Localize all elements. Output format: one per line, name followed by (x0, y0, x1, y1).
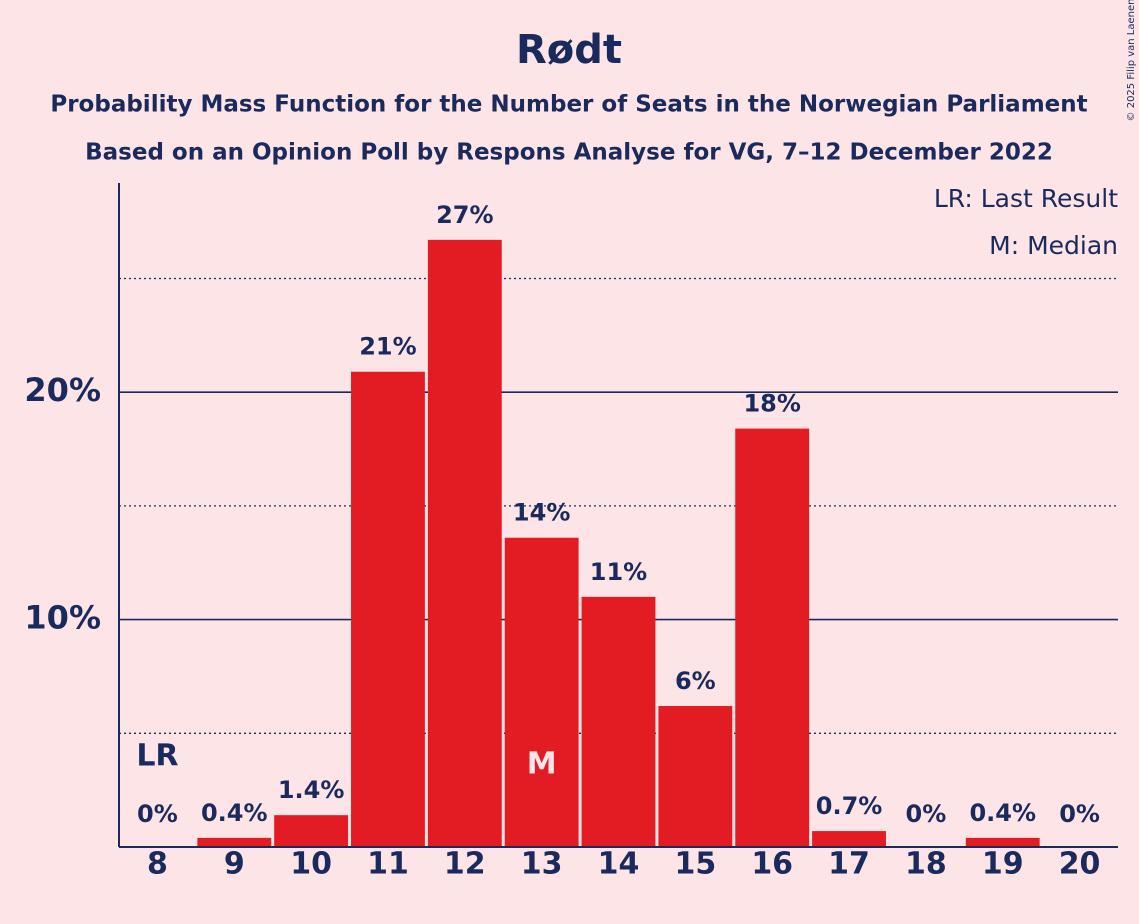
x-tick-label: 17 (828, 847, 870, 882)
bar (427, 239, 502, 848)
data-label: 0% (906, 800, 947, 828)
x-tick-label: 20 (1059, 847, 1101, 882)
data-label: 0.4% (201, 799, 268, 827)
x-tick-label: 10 (290, 847, 332, 882)
x-tick-label: 13 (521, 847, 563, 882)
bar (274, 815, 349, 847)
bar (735, 428, 810, 847)
x-tick-label: 15 (674, 847, 716, 882)
legend-entry: LR: Last Result (934, 184, 1118, 213)
data-label: 6% (675, 667, 716, 695)
bar (197, 837, 272, 847)
x-tick-label: 16 (751, 847, 793, 882)
x-tick-label: 18 (905, 847, 947, 882)
median-marker: M (527, 747, 557, 782)
bar (504, 537, 579, 847)
x-tick-label: 12 (444, 847, 486, 882)
data-label: 0.7% (816, 792, 883, 820)
bar (351, 371, 425, 847)
data-label: 18% (743, 390, 800, 418)
legend-entry: M: Median (989, 231, 1118, 260)
y-tick-label: 20% (24, 371, 101, 409)
chart-subtitle: Probability Mass Function for the Number… (50, 92, 1087, 118)
x-tick-label: 14 (598, 847, 640, 882)
chart-subtitle: Based on an Opinion Poll by Respons Anal… (85, 140, 1053, 166)
data-label: 21% (359, 333, 416, 361)
bar (658, 706, 733, 847)
data-label: 0% (1059, 800, 1100, 828)
data-label: 11% (590, 558, 647, 586)
x-tick-label: 9 (224, 847, 245, 882)
data-label: 0% (137, 800, 178, 828)
data-label: 14% (513, 499, 570, 527)
bar (965, 837, 1040, 847)
x-tick-label: 19 (982, 847, 1024, 882)
x-tick-label: 11 (367, 847, 409, 882)
data-label: 27% (436, 201, 493, 229)
data-label: 0.4% (969, 799, 1036, 827)
credit: © 2025 Filip van Laenen (1126, 0, 1137, 121)
y-tick-label: 10% (24, 599, 101, 637)
chart-title: Rødt (516, 27, 622, 73)
data-label: 1.4% (278, 776, 345, 804)
bar (581, 596, 656, 847)
x-tick-label: 8 (147, 847, 168, 882)
bar (812, 831, 886, 847)
last-result-marker: LR (136, 739, 178, 774)
